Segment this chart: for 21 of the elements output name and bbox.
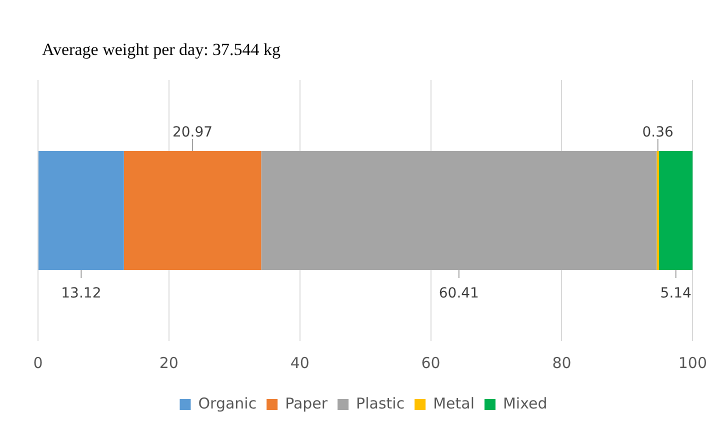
x-tick-label: 100 [678, 354, 708, 372]
bar [124, 150, 262, 270]
data-label: 20.97 [172, 124, 213, 141]
x-tick-label: 0 [33, 354, 43, 372]
x-tick-label: 40 [290, 354, 310, 372]
bar [656, 150, 660, 270]
x-tick-label: 20 [159, 354, 178, 372]
data-label: 5.14 [660, 286, 692, 302]
data-label: 0.36 [642, 124, 674, 141]
data-label: 60.41 [438, 286, 479, 302]
legend-label: Plastic [356, 394, 405, 412]
legend-label: Paper [285, 394, 328, 412]
x-tick-label: 80 [552, 354, 572, 372]
legend-label: Mixed [502, 394, 548, 412]
bar [659, 150, 693, 270]
bar [38, 150, 124, 270]
data-label: 13.12 [61, 286, 102, 302]
x-tick-label: 60 [421, 354, 440, 372]
legend-label: Organic [198, 394, 257, 412]
chart-title: Average weight per day: 37.544 kg [42, 40, 281, 60]
legend-label: Metal [433, 394, 474, 412]
